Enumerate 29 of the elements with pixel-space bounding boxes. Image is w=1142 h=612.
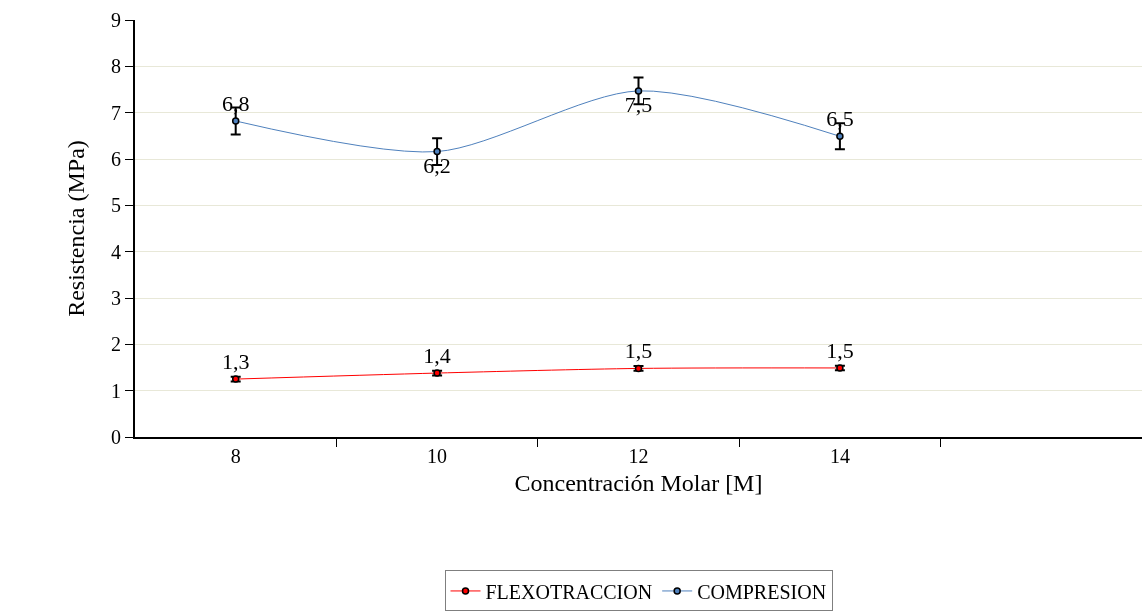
y-axis-title: Resistencia (MPa)	[62, 140, 89, 317]
x-tick-label: 8	[230, 445, 241, 467]
legend-label: FLEXOTRACCION	[485, 580, 653, 603]
y-tick-label: 8	[111, 55, 121, 78]
y-tick-label: 7	[111, 101, 121, 124]
data-label: 1,4	[423, 342, 451, 368]
y-tick-label: 6	[111, 148, 121, 170]
data-label: 1,5	[624, 338, 653, 364]
x-axis-title: Concentración Molar [M]	[514, 469, 763, 496]
point	[836, 132, 844, 141]
point	[231, 117, 240, 125]
point	[634, 87, 643, 95]
data-label: 7,5	[624, 92, 653, 118]
y-tick-label: 9	[111, 9, 121, 31]
data-label: 1,3	[221, 348, 250, 374]
data-label: 6,2	[423, 152, 451, 178]
y-tick-label: 1	[111, 379, 121, 402]
y-tick-label: 3	[111, 287, 121, 309]
point	[433, 147, 441, 156]
y-tick-label: 0	[111, 426, 121, 448]
data-label: 1,5	[826, 337, 854, 363]
y-tick-label: 4	[111, 240, 121, 263]
x-tick-label: 12	[628, 445, 649, 467]
x-tick-label: 14	[829, 445, 850, 467]
x-tick-label: 10	[427, 445, 448, 467]
data-label: 6,5	[826, 106, 854, 132]
legend-label: COMPRESION	[697, 580, 827, 603]
y-tick-label: 2	[111, 333, 121, 356]
y-tick-label: 5	[111, 194, 121, 217]
